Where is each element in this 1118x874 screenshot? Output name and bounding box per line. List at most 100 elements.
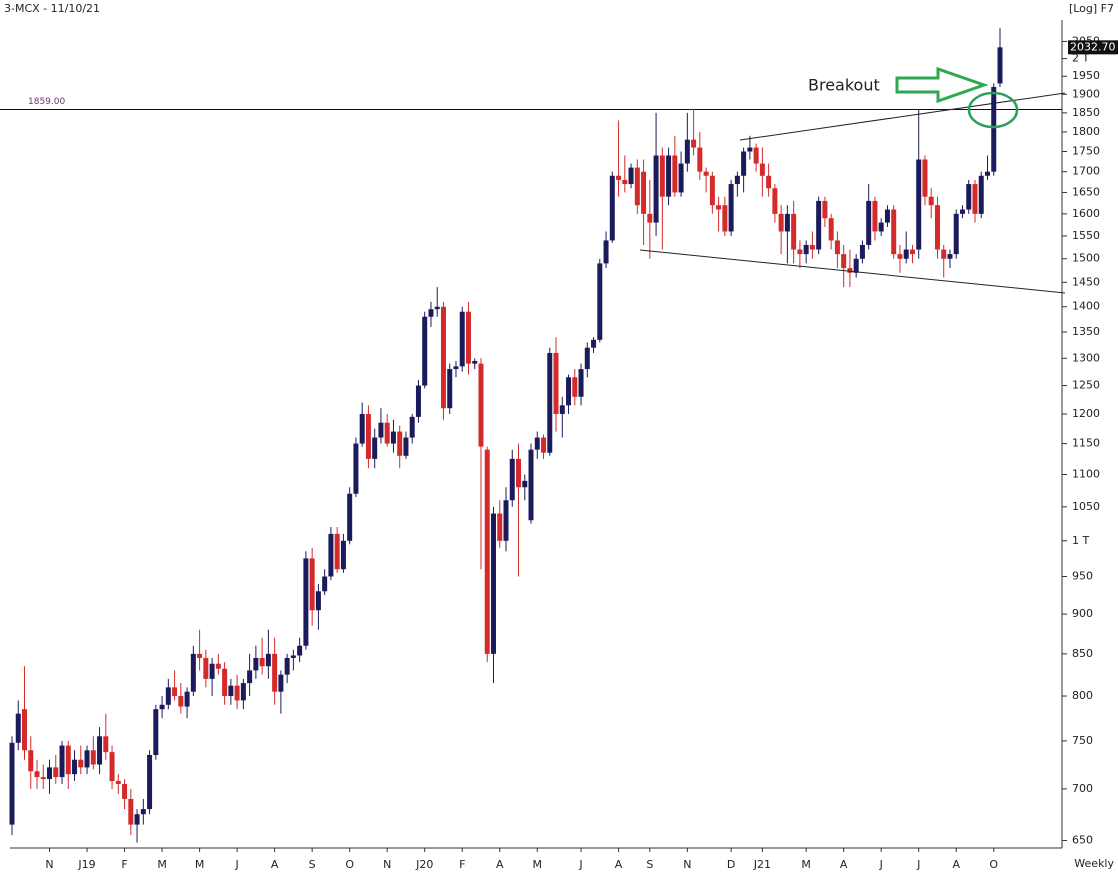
candle-body	[847, 268, 853, 273]
x-tick-label: N	[45, 858, 53, 871]
candle-body	[403, 437, 409, 456]
candle-body	[716, 205, 722, 210]
candle-body	[359, 413, 365, 444]
candle-body	[616, 175, 622, 180]
candle-body	[947, 254, 953, 259]
candle-body	[528, 449, 534, 521]
candle-body	[728, 184, 734, 232]
candle-body	[659, 155, 665, 197]
candle-body	[766, 175, 772, 189]
candle-body	[891, 209, 897, 255]
candle-body	[228, 685, 234, 697]
candle-body	[9, 742, 15, 825]
candle-body	[140, 809, 146, 815]
candle-body	[40, 777, 46, 780]
x-tick-label: J20	[415, 858, 433, 871]
x-tick-label: A	[615, 858, 623, 871]
candle-body	[28, 750, 34, 772]
candle-body	[159, 704, 165, 710]
candle-body	[722, 205, 728, 232]
y-tick-label: 1600	[1072, 207, 1100, 220]
candle-body	[541, 437, 547, 453]
candle-body	[397, 431, 403, 456]
x-tick-label: J	[578, 858, 582, 871]
candle-body	[547, 352, 553, 453]
candle-body	[490, 513, 496, 654]
breakout-circle	[967, 91, 1019, 129]
candle-body	[334, 533, 340, 570]
candle-body	[791, 213, 797, 250]
y-tick-label: 1550	[1072, 229, 1100, 242]
candle-body	[72, 759, 78, 775]
candle-body	[434, 306, 440, 310]
candle-body	[941, 249, 947, 259]
candle-body	[903, 249, 909, 259]
y-tick-label: 1950	[1072, 69, 1100, 82]
candle-body	[284, 657, 290, 675]
candle-body	[691, 139, 697, 148]
chart-title: 3-MCX - 11/10/21	[4, 2, 100, 15]
candle-body	[190, 653, 196, 692]
candle-body	[578, 369, 584, 397]
candle-body	[522, 480, 528, 488]
candle-body	[103, 736, 109, 753]
candle-body	[784, 213, 790, 232]
candle-body	[966, 184, 972, 210]
x-tick-label: J	[916, 858, 920, 871]
trend-line	[639, 249, 1066, 294]
x-tick-label: A	[496, 858, 504, 871]
x-tick-label: S	[646, 858, 653, 871]
candle-body	[22, 709, 28, 751]
candle-body	[503, 500, 509, 541]
candle-body	[447, 369, 453, 409]
candle-body	[934, 205, 940, 250]
y-tick-label: 1 T	[1072, 534, 1089, 547]
candle-body	[84, 750, 90, 768]
candle-body	[459, 311, 465, 367]
candle-body	[34, 771, 40, 778]
breakout-arrow	[895, 66, 989, 104]
candle-body	[47, 767, 53, 780]
candle-body	[534, 437, 540, 450]
candle-body	[609, 175, 615, 241]
y-tick-label: 1900	[1072, 87, 1100, 100]
candle-body	[178, 696, 184, 707]
candle-body	[290, 655, 296, 658]
candle-body	[15, 713, 21, 743]
candle-body	[453, 366, 459, 370]
candle-body	[303, 558, 309, 646]
candle-body	[134, 814, 140, 825]
y-tick-label: 1100	[1072, 467, 1100, 480]
candle-body	[797, 249, 803, 255]
x-tick-label: J	[234, 858, 238, 871]
candle-body	[709, 175, 715, 206]
reference-label: 1859.00	[28, 97, 65, 107]
candle-body	[478, 363, 484, 447]
candle-body	[309, 558, 315, 611]
candle-body	[90, 750, 96, 765]
candle-body	[484, 449, 490, 654]
candle-body	[597, 263, 603, 340]
candle-body	[897, 254, 903, 259]
candle-body	[778, 213, 784, 232]
y-tick-label: 750	[1072, 734, 1093, 747]
candle-body	[165, 687, 171, 705]
candle-body	[991, 87, 997, 172]
candle-body	[115, 781, 121, 784]
x-tick-label: M	[533, 858, 543, 871]
candle-body	[315, 591, 321, 611]
y-tick-label: 1700	[1072, 165, 1100, 178]
y-tick-label: 1750	[1072, 145, 1100, 158]
candle-body	[247, 670, 253, 684]
candle-body	[584, 347, 590, 370]
x-tick-label: A	[952, 858, 960, 871]
candle-body	[109, 752, 115, 782]
candle-body	[184, 691, 190, 707]
candle-body	[372, 437, 378, 459]
candle-body	[128, 798, 134, 825]
candle-body	[672, 155, 678, 193]
candle-body	[816, 200, 822, 250]
candle-body	[278, 674, 284, 692]
x-tick-label: M	[195, 858, 205, 871]
candle-body	[197, 653, 203, 658]
